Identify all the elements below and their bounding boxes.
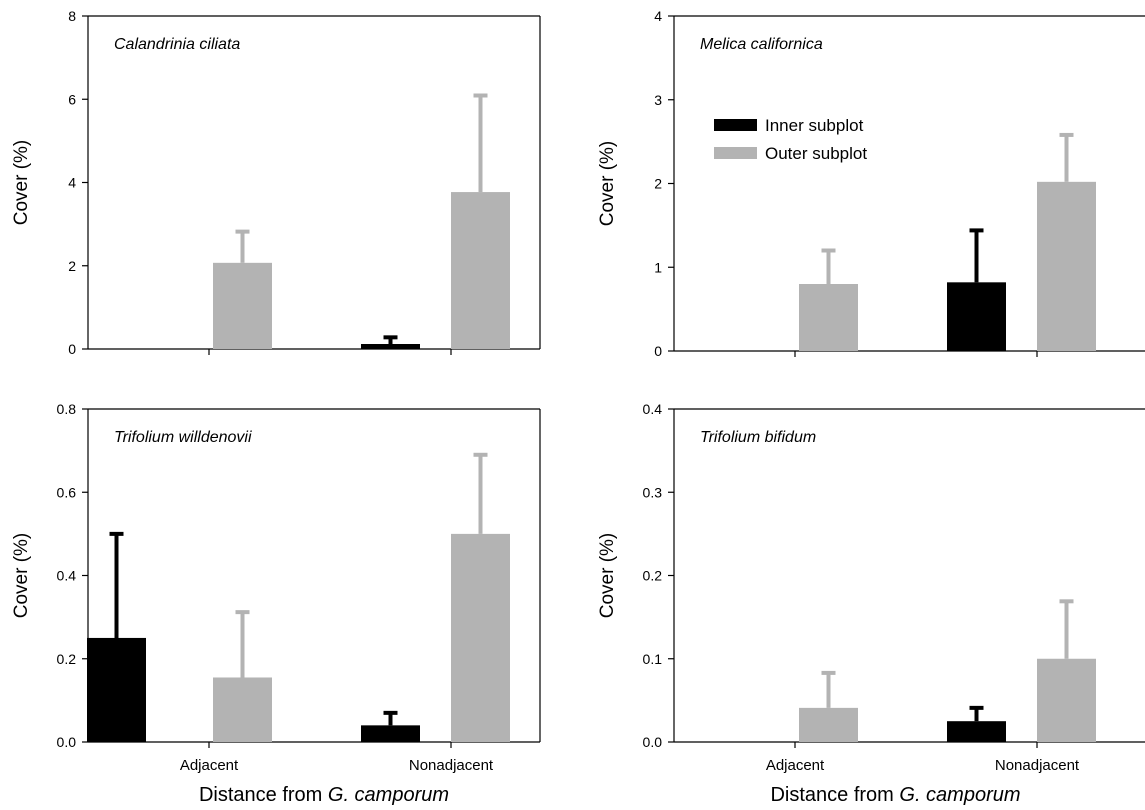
y-axis-title: Cover (%) xyxy=(597,141,618,227)
y-tick-label: 0.4 xyxy=(643,401,663,417)
y-tick-label: 0.0 xyxy=(643,734,663,750)
bar-outer-adjacent xyxy=(213,262,272,349)
panel-3: 0.0 0.2 0.4 0.6 0.8 Cover (%) Trifolium willde… xyxy=(11,401,541,806)
bar-inner-nonadjacent xyxy=(361,725,420,742)
panel-title: Trifolium willdenovii xyxy=(114,429,252,446)
legend: Inner subplot Outer subplot xyxy=(714,116,867,163)
y-tick-label: 6 xyxy=(68,91,76,107)
panel-1: 0 2 4 6 8 Cover (%) Calandrinia ciliata xyxy=(11,8,541,357)
x-axis-title: Distance from G. camporum xyxy=(770,784,1020,806)
y-tick-label: 0.0 xyxy=(57,734,77,750)
bar-outer-nonadjacent xyxy=(451,192,510,349)
y-tick-label: 0.8 xyxy=(57,401,77,417)
y-tick-label: 2 xyxy=(654,176,662,192)
bar-outer-adjacent xyxy=(799,284,858,351)
y-tick-label: 0.2 xyxy=(57,651,77,667)
y-tick-label: 8 xyxy=(68,8,76,24)
x-axis-title: Distance from G. camporum xyxy=(199,784,449,806)
y-tick-label: 0.6 xyxy=(57,484,77,500)
y-tick-label: 0.2 xyxy=(643,568,663,584)
bar-outer-nonadjacent xyxy=(451,533,510,742)
y-tick-label: 0.3 xyxy=(643,484,663,500)
bar-inner-adjacent xyxy=(87,637,146,742)
y-axis-title: Cover (%) xyxy=(11,140,32,226)
bar-outer-nonadjacent xyxy=(1037,181,1096,351)
y-tick-label: 4 xyxy=(68,175,76,191)
bar-outer-adjacent xyxy=(213,677,272,742)
panel-4: 0.0 0.1 0.2 0.3 0.4 Cover (%) Trifolium bifidu… xyxy=(597,401,1145,806)
y-axis-title: Cover (%) xyxy=(11,533,32,619)
legend-swatch-outer xyxy=(714,147,757,159)
panel-title: Trifolium bifidum xyxy=(700,429,816,446)
y-axis-title: Cover (%) xyxy=(597,533,618,619)
panel-title: Calandrinia ciliata xyxy=(114,36,240,53)
y-tick-label: 0.1 xyxy=(643,651,663,667)
bar-outer-adjacent xyxy=(799,707,858,742)
x-tick-label: Nonadjacent xyxy=(409,757,494,774)
legend-swatch-inner xyxy=(714,119,757,131)
x-tick-label: Nonadjacent xyxy=(995,757,1080,774)
bar-inner-nonadjacent xyxy=(947,721,1006,742)
y-tick-label: 0 xyxy=(68,341,76,357)
panel-title: Melica californica xyxy=(700,36,823,53)
legend-label: Inner subplot xyxy=(765,116,864,135)
y-tick-label: 3 xyxy=(654,92,662,108)
y-tick-label: 4 xyxy=(654,8,662,24)
y-tick-label: 2 xyxy=(68,258,76,274)
panel-2: 0 1 2 3 4 Cover (%) Melica californica Inner su… xyxy=(597,8,1145,359)
x-tick-label: Adjacent xyxy=(180,757,239,774)
bar-inner-nonadjacent xyxy=(361,344,420,349)
bar-outer-nonadjacent xyxy=(1037,658,1096,742)
y-tick-label: 0 xyxy=(654,343,662,359)
legend-label: Outer subplot xyxy=(765,144,867,163)
x-tick-label: Adjacent xyxy=(766,757,825,774)
y-tick-label: 0.4 xyxy=(57,568,77,584)
y-tick-label: 1 xyxy=(654,259,662,275)
bar-inner-nonadjacent xyxy=(947,282,1006,351)
